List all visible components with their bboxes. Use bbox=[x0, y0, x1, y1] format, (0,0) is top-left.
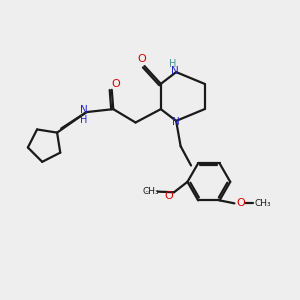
Text: H: H bbox=[169, 59, 176, 69]
Text: H: H bbox=[80, 116, 88, 125]
Text: N: N bbox=[171, 66, 178, 76]
Text: CH₃: CH₃ bbox=[255, 199, 272, 208]
Text: O: O bbox=[111, 79, 120, 89]
Text: N: N bbox=[172, 117, 180, 128]
Text: O: O bbox=[137, 55, 146, 64]
Text: N: N bbox=[80, 105, 88, 115]
Text: O: O bbox=[236, 198, 245, 208]
Text: CH₃: CH₃ bbox=[143, 187, 160, 196]
Text: O: O bbox=[164, 191, 173, 201]
Text: methyl: methyl bbox=[146, 190, 151, 192]
